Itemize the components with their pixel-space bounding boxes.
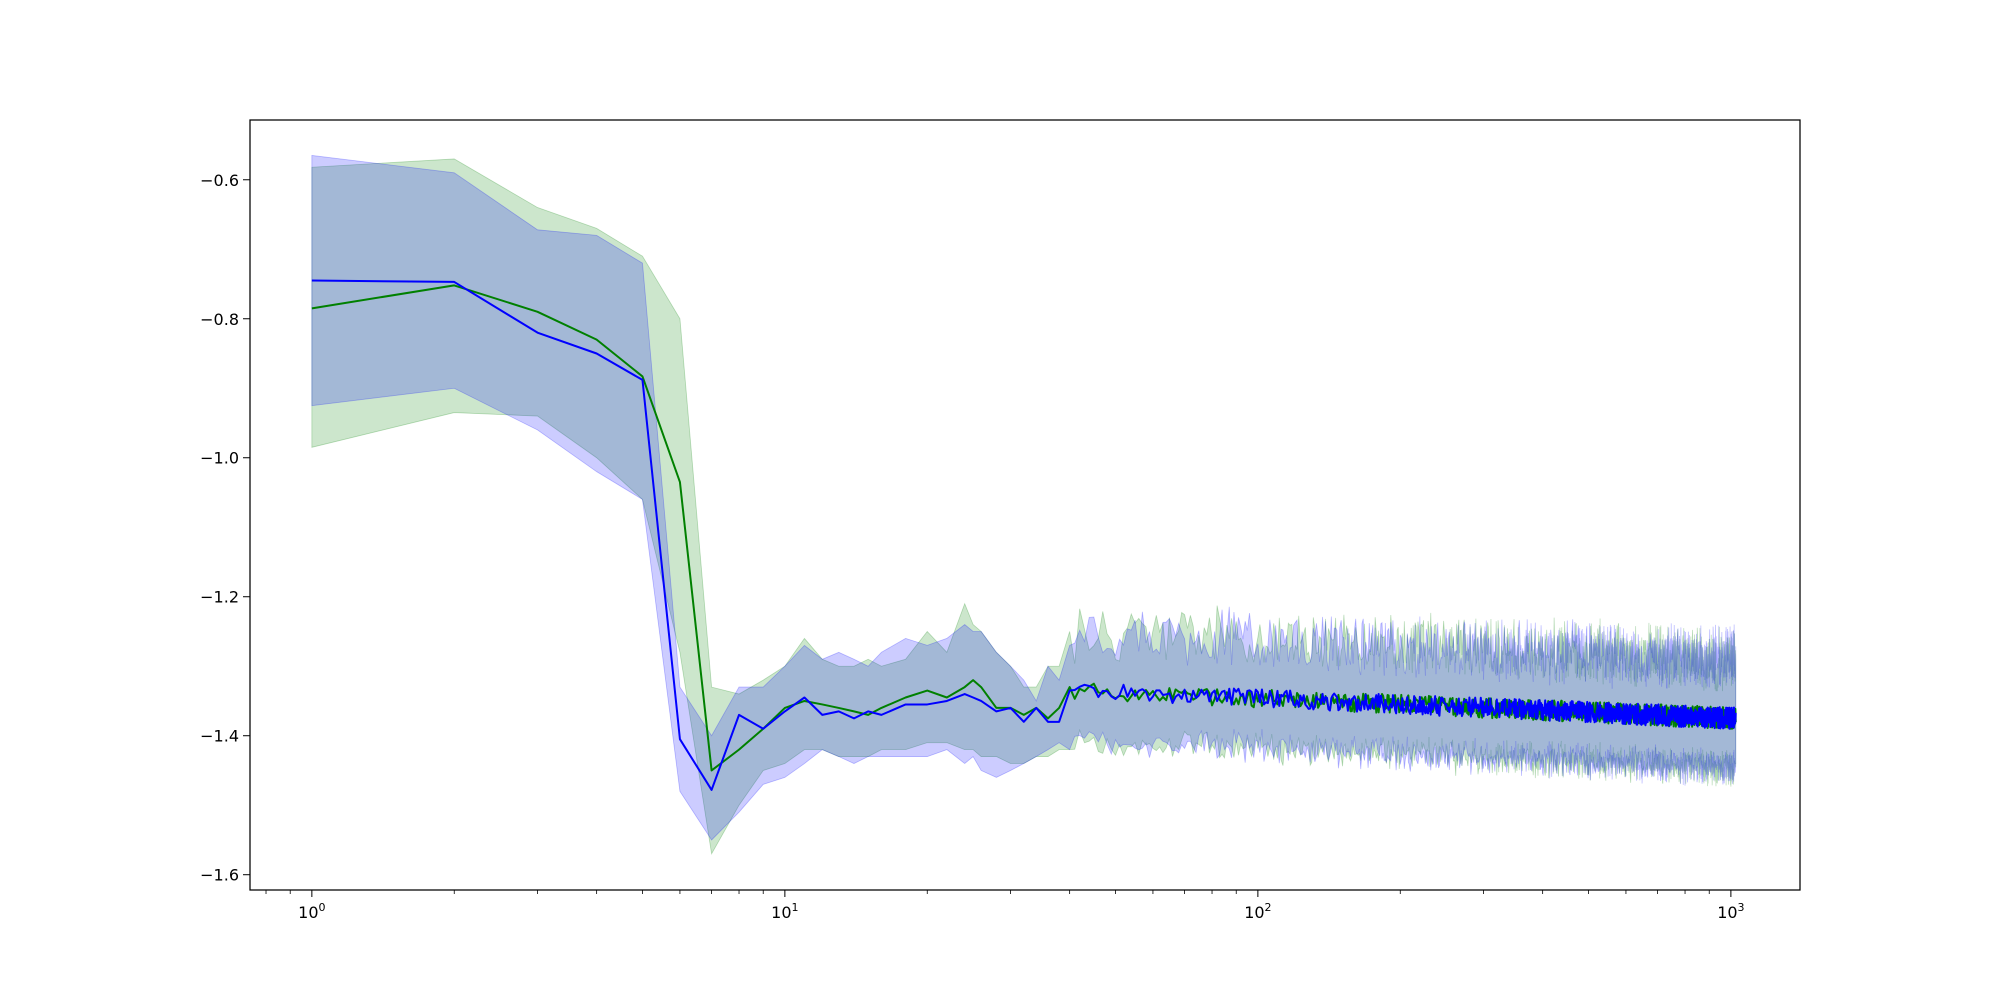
x-tick-label: 102 (1244, 901, 1271, 922)
y-tick-label: −0.6 (200, 171, 239, 190)
x-tick-exponent: 2 (1265, 901, 1272, 914)
x-tick-label: 103 (1717, 901, 1744, 922)
series-lines (311, 279, 1737, 791)
y-tick-label: −1.4 (200, 727, 239, 746)
y-tick-label: −1.0 (200, 449, 239, 468)
y-tick-label: −1.6 (200, 866, 239, 885)
x-tick-label: 100 (298, 901, 325, 922)
x-axis: 100 101 102 103 (265, 890, 1745, 922)
confidence-bands (311, 154, 1737, 856)
x-tick-exponent: 3 (1738, 901, 1745, 914)
confidence-band-1 (311, 158, 1737, 856)
plot-area-frame (249, 119, 1801, 891)
confidence-band-2 (311, 154, 1737, 841)
x-tick-exponent: 1 (792, 901, 799, 914)
y-tick-label: −0.8 (200, 310, 239, 329)
series-line-2 (311, 279, 1737, 791)
x-tick-exponent: 0 (319, 901, 326, 914)
x-tick-label: 101 (771, 901, 798, 922)
y-axis: −1.6 −1.4 −1.2 −1.0 −0.8 −0.6 (200, 171, 250, 885)
y-tick-label: −1.2 (200, 588, 239, 607)
